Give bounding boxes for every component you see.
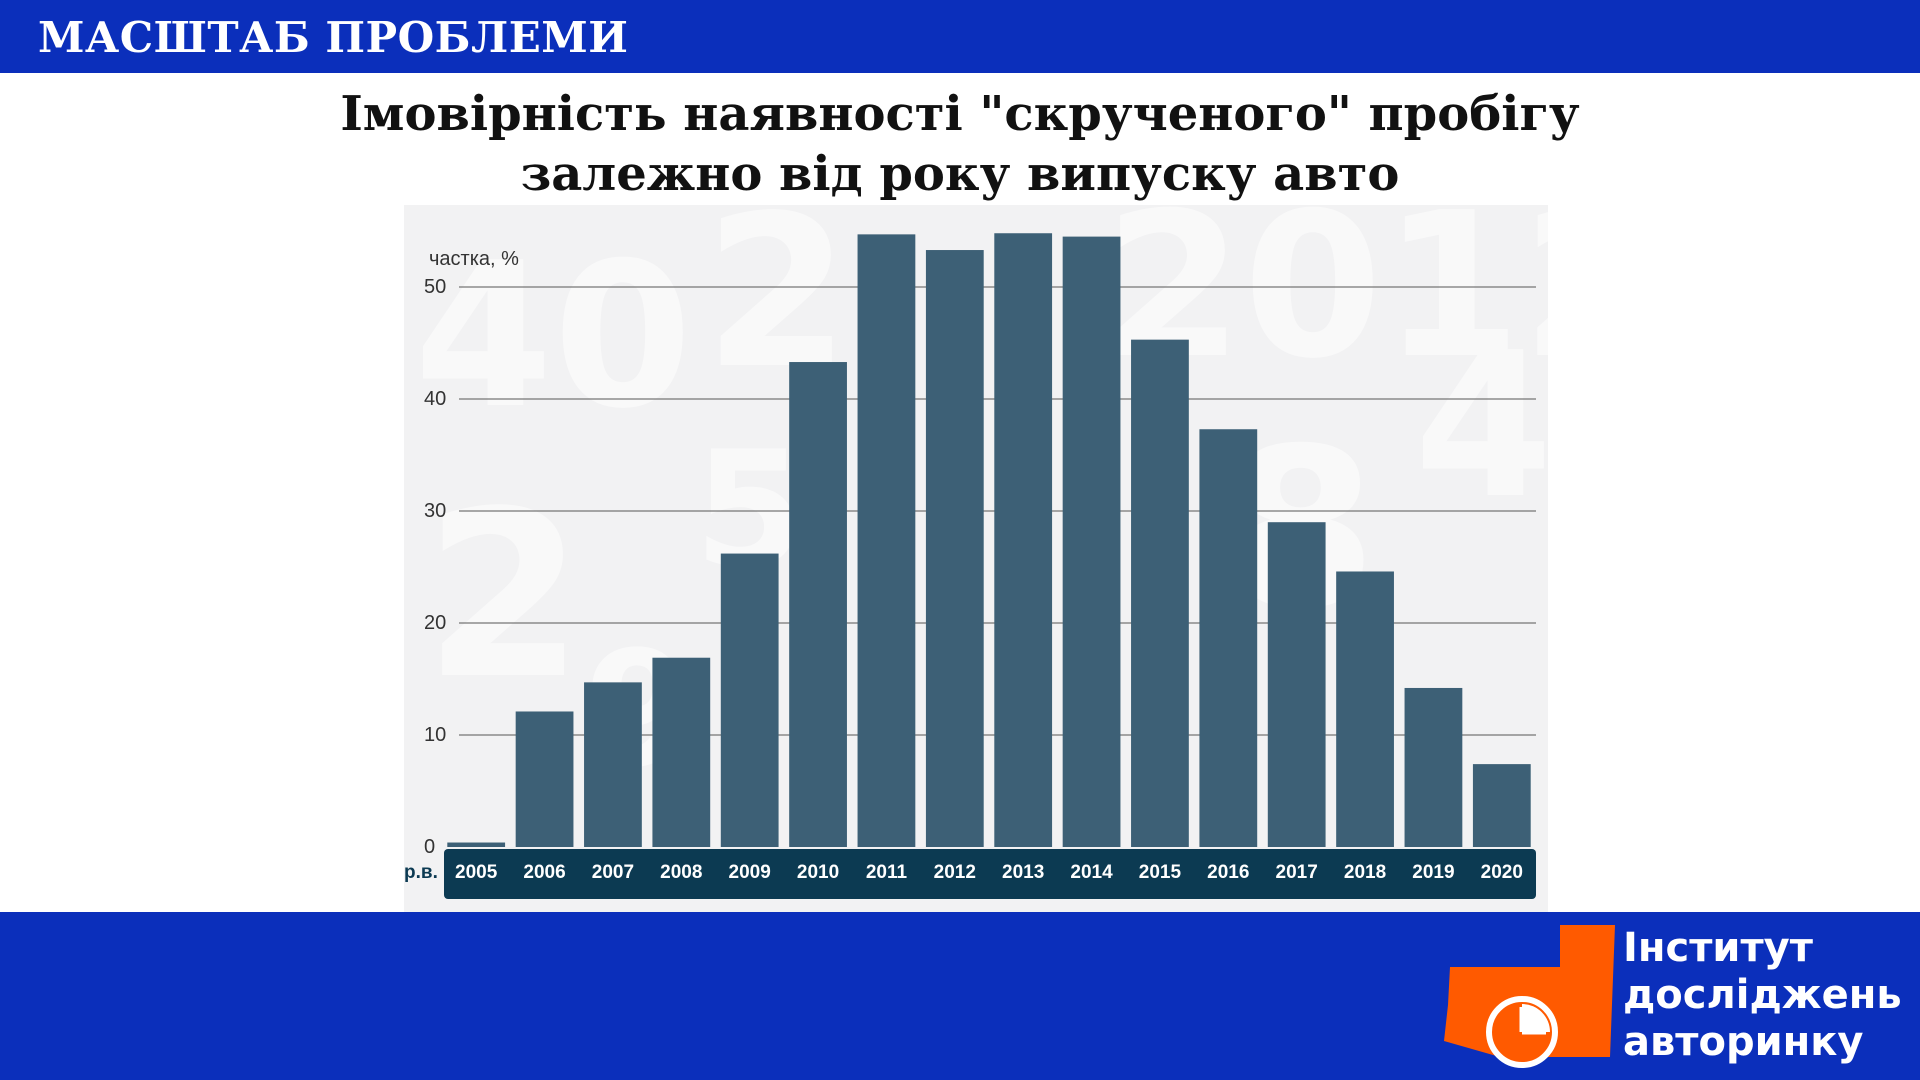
x-tick-label: 2007 [592, 862, 634, 883]
slide-title: Імовірність наявності "скрученого" пробі… [0, 84, 1920, 204]
x-axis-label: р.в. [404, 862, 438, 883]
x-tick-label: 2009 [729, 862, 771, 883]
y-tick-label: 30 [424, 500, 446, 522]
logo-clock-sector [1522, 1004, 1550, 1032]
logo-text-line-1: Інститут [1623, 925, 1813, 971]
x-tick-label: 2005 [455, 862, 498, 883]
slide-title-line-2: залежно від року випуску авто [520, 146, 1400, 202]
bar-2006 [515, 711, 574, 847]
y-tick-label: 40 [424, 388, 446, 410]
bar-2008 [652, 657, 711, 847]
x-tick-label: 2011 [866, 862, 908, 883]
y-tick-label: 50 [424, 276, 446, 298]
svg-text:2: 2 [424, 463, 584, 730]
y-tick-label: 0 [424, 836, 435, 858]
y-tick-label: 10 [424, 724, 446, 746]
bar-2018 [1336, 571, 1394, 847]
x-tick-label: 2017 [1276, 862, 1318, 883]
logo-text-line-3: авторинку [1623, 1019, 1864, 1065]
x-tick-label: 2018 [1344, 862, 1386, 883]
x-tick-label: 2013 [1002, 862, 1044, 883]
bar-2015 [1131, 339, 1189, 847]
bar-2009 [720, 553, 779, 847]
svg-text:4: 4 [1414, 310, 1548, 543]
bar-2010 [789, 362, 847, 847]
bar-2011 [857, 234, 916, 848]
bar-2014 [1062, 236, 1121, 848]
logo-flag-shape [1444, 925, 1615, 1057]
header-bar: МАСШТАБ ПРОБЛЕМИ [0, 0, 1920, 73]
logo-emblem [1444, 925, 1615, 1068]
logo-text-line-2: досліджень [1623, 972, 1902, 1018]
x-tick-label: 2016 [1207, 862, 1249, 883]
svg-text:40: 40 [414, 220, 692, 453]
x-tick-label: 2012 [934, 862, 976, 883]
x-tick-label: 2019 [1412, 862, 1454, 883]
institute-logo: Інститут досліджень авторинку [1440, 925, 1910, 1075]
bar-2013 [994, 233, 1053, 848]
x-axis-band [444, 849, 1536, 899]
section-title: МАСШТАБ ПРОБЛЕМИ [38, 13, 629, 62]
x-tick-label: 2015 [1139, 862, 1182, 883]
x-tick-label: 2008 [660, 862, 702, 883]
bar-2020 [1472, 764, 1531, 847]
bar-2012 [925, 250, 984, 847]
x-tick-label: 2014 [1070, 862, 1113, 883]
x-tick-label: 2020 [1481, 862, 1523, 883]
bar-2017 [1267, 522, 1326, 847]
bar-2016 [1199, 429, 1258, 847]
logo-text: Інститут досліджень авторинку [1623, 925, 1902, 1066]
y-tick-label: 20 [424, 612, 446, 634]
slide-title-line-1: Імовірність наявності "скрученого" пробі… [340, 86, 1580, 142]
x-tick-label: 2010 [797, 862, 839, 883]
bar-2005 [447, 842, 506, 847]
y-axis-label: частка, % [429, 248, 519, 270]
bar-2007 [584, 682, 642, 847]
bar-2019 [1404, 687, 1463, 847]
x-tick-label: 2006 [523, 862, 565, 883]
